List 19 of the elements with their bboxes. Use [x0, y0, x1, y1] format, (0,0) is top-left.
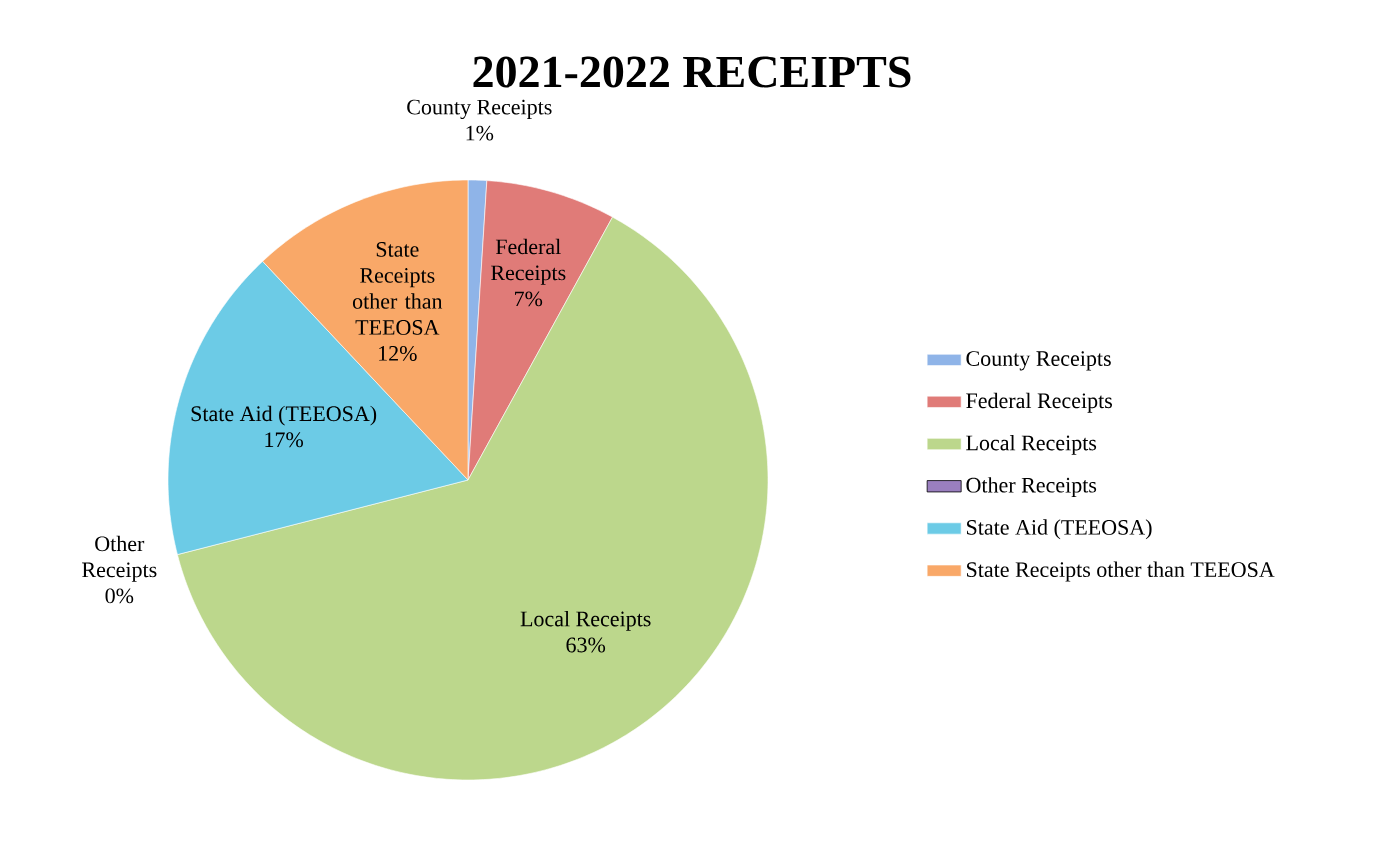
slice-label: State Aid (TEEOSA): [191, 405, 377, 426]
legend-label: County Receipts: [966, 351, 1111, 371]
data-label: 7%: [515, 291, 543, 307]
data-label: 12%: [379, 345, 417, 361]
slice-label: Local Receipts: [520, 610, 651, 631]
data-label: 63%: [566, 637, 606, 653]
category-label: Other Receipts: [82, 535, 157, 582]
legend-label: Other Receipts: [966, 477, 1097, 498]
slice-label: State Receipts other than TEEOSA: [352, 242, 443, 335]
data-label: 1%: [466, 125, 494, 141]
legend-label: Local Receipts: [966, 434, 1097, 455]
legend-label: State Receipts other than TEEOSA: [967, 561, 1275, 582]
data-label: 17%: [265, 432, 304, 448]
legend-label: Federal Receipts: [966, 392, 1113, 413]
legend-label: State Aid (TEEOSA): [967, 519, 1152, 540]
text: 0%: [105, 588, 134, 604]
slice-label: County Receipts: [407, 99, 552, 120]
chart-title: 2021-2022 RECEIPTS: [473, 56, 911, 88]
slice-label: Federal Receipts: [491, 238, 566, 285]
